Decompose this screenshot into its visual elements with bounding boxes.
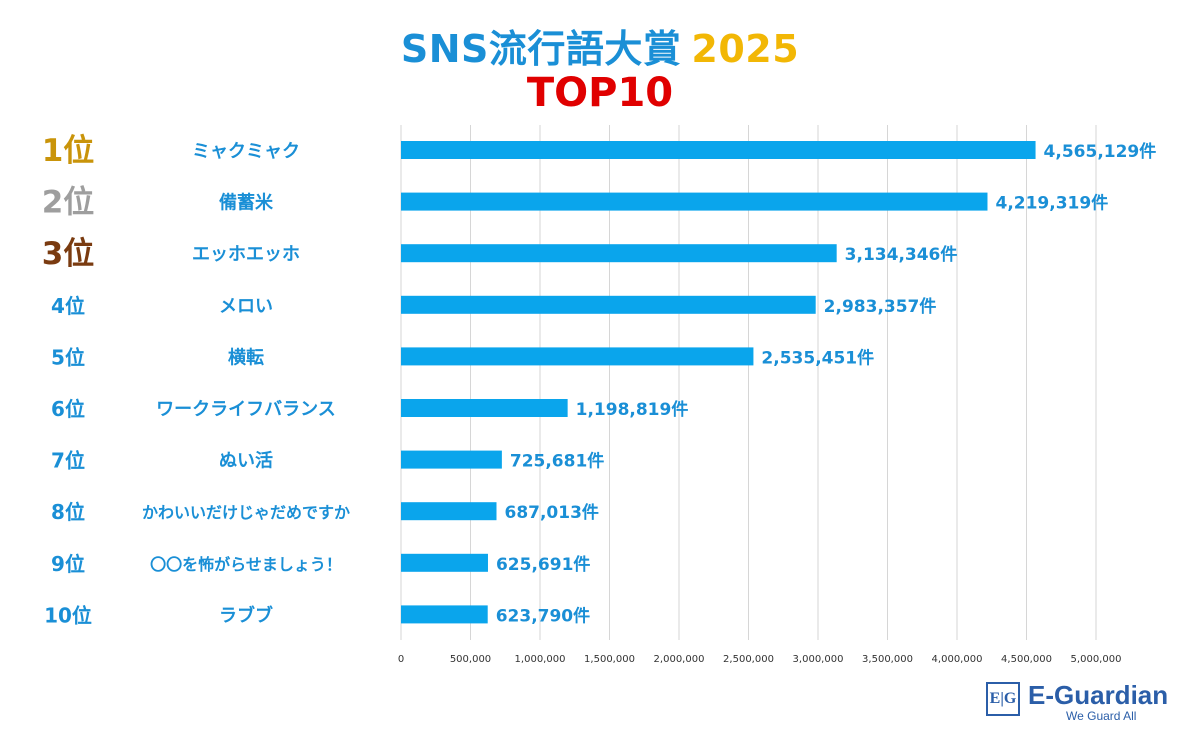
rank-label: 9位 <box>51 552 85 576</box>
rank-label: 8位 <box>51 500 85 524</box>
value-label: 623,790件 <box>496 605 590 626</box>
rank-label: 5位 <box>51 345 85 369</box>
category-label: ミャクミャク <box>192 141 300 162</box>
x-tick-label: 0 <box>398 654 404 665</box>
rank-label: 4位 <box>51 294 85 318</box>
bar <box>401 553 488 572</box>
bar <box>401 295 816 314</box>
logo-name: E-Guardian <box>1028 680 1169 710</box>
category-label: かわいいだけじゃだめですか <box>142 503 350 522</box>
x-tick-label: 3,000,000 <box>793 654 844 665</box>
x-tick-label: 4,500,000 <box>1001 654 1052 665</box>
category-label: ぬい活 <box>219 450 273 472</box>
bar <box>401 399 568 417</box>
value-label: 687,013件 <box>504 502 598 523</box>
value-label: 2,535,451件 <box>761 347 874 368</box>
bar <box>401 502 497 521</box>
bar <box>401 605 488 624</box>
x-tick-label: 4,000,000 <box>932 654 983 665</box>
logo-mark-icon: E|G <box>986 682 1020 716</box>
value-label: 725,681件 <box>510 451 604 472</box>
category-label: ラブブ <box>219 604 273 626</box>
category-label: メロい <box>219 296 273 317</box>
bar <box>401 141 1036 159</box>
logo-tagline: We Guard All <box>1066 709 1137 723</box>
value-label: 4,565,129件 <box>1044 141 1157 162</box>
x-tick-label: 5,000,000 <box>1071 654 1122 665</box>
category-label: 〇〇を怖がらせましょう！ <box>150 555 342 574</box>
bar <box>401 244 837 263</box>
x-tick-label: 2,000,000 <box>654 654 705 665</box>
title-main: SNS流行語大賞 <box>400 27 682 71</box>
chart-title: SNS流行語大賞 2025 <box>0 18 1200 73</box>
x-tick-label: 3,500,000 <box>862 654 913 665</box>
bar <box>401 347 754 366</box>
x-tick-label: 2,500,000 <box>723 654 774 665</box>
company-logo: E|G E-Guardian We Guard All <box>986 680 1176 724</box>
value-label: 1,198,819件 <box>576 399 689 420</box>
chart-subtitle: TOP10 <box>526 70 674 116</box>
x-tick-label: 1,500,000 <box>584 654 635 665</box>
category-label: 備蓄米 <box>219 192 274 214</box>
category-label: ワークライフバランス <box>156 399 336 420</box>
rank-label: 3位 <box>42 236 95 272</box>
category-label: 横転 <box>228 346 264 368</box>
x-tick-label: 1,000,000 <box>515 654 566 665</box>
rank-label: 10位 <box>44 603 92 627</box>
bar <box>401 450 502 469</box>
category-label: エッホエッホ <box>192 244 300 265</box>
rank-label: 7位 <box>51 449 85 473</box>
value-label: 4,219,319件 <box>995 193 1108 214</box>
bar <box>401 192 988 211</box>
value-label: 3,134,346件 <box>845 244 958 265</box>
x-tick-label: 500,000 <box>450 654 491 665</box>
value-label: 625,691件 <box>496 554 590 575</box>
title-year: 2025 <box>691 27 800 71</box>
rank-label: 2位 <box>42 185 95 221</box>
value-label: 2,983,357件 <box>824 296 937 317</box>
rank-label: 1位 <box>42 133 95 169</box>
rank-label: 6位 <box>51 397 85 421</box>
